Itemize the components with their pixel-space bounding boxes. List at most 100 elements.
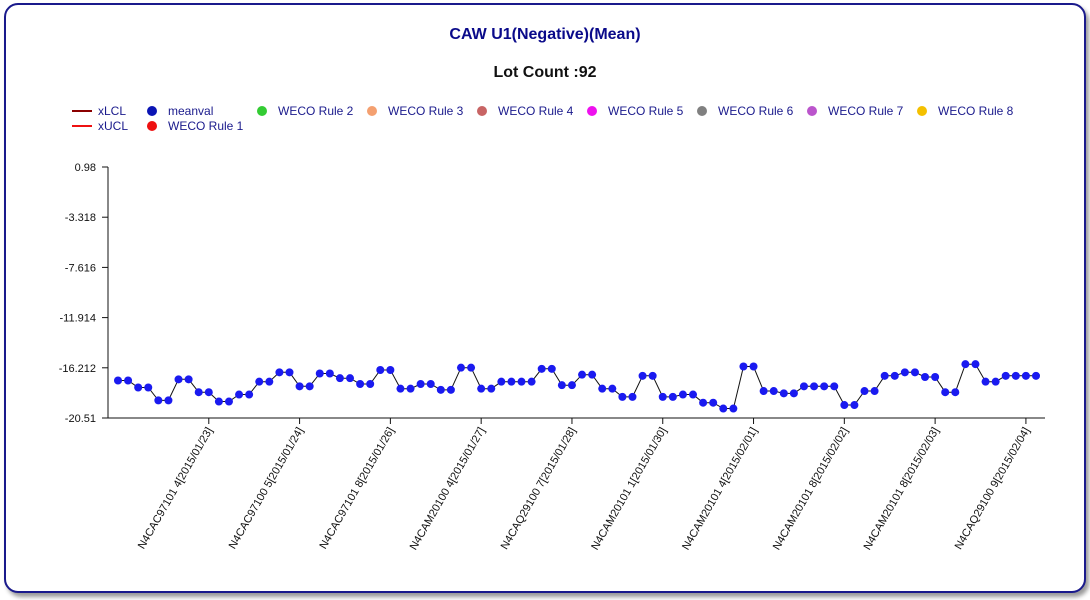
data-point[interactable] bbox=[467, 363, 476, 372]
data-point[interactable] bbox=[799, 382, 808, 391]
data-point[interactable] bbox=[245, 390, 254, 399]
data-point[interactable] bbox=[174, 375, 183, 384]
data-point[interactable] bbox=[356, 380, 365, 389]
data-point[interactable] bbox=[618, 392, 627, 401]
legend-item-weco-rule-1: WECO Rule 1 bbox=[147, 119, 244, 133]
data-point[interactable] bbox=[941, 388, 950, 397]
data-point[interactable] bbox=[668, 392, 677, 401]
data-point[interactable] bbox=[870, 387, 879, 396]
data-point[interactable] bbox=[295, 382, 304, 391]
y-tick-label: -7.616 bbox=[65, 262, 96, 274]
data-point[interactable] bbox=[517, 377, 526, 386]
data-point[interactable] bbox=[739, 362, 748, 371]
data-point[interactable] bbox=[235, 390, 244, 399]
legend-swatch bbox=[807, 106, 817, 116]
data-point[interactable] bbox=[769, 387, 778, 396]
data-point[interactable] bbox=[1001, 371, 1010, 380]
data-point[interactable] bbox=[346, 374, 355, 383]
data-point[interactable] bbox=[426, 380, 435, 389]
data-point[interactable] bbox=[224, 397, 233, 406]
data-point[interactable] bbox=[154, 396, 163, 405]
data-point[interactable] bbox=[789, 389, 798, 398]
legend-item-meanval: meanval bbox=[147, 104, 213, 118]
data-point[interactable] bbox=[900, 368, 909, 377]
data-point[interactable] bbox=[820, 382, 829, 391]
data-point[interactable] bbox=[386, 365, 395, 374]
data-point[interactable] bbox=[144, 383, 153, 392]
data-point[interactable] bbox=[850, 401, 859, 410]
data-point[interactable] bbox=[709, 398, 718, 407]
data-point[interactable] bbox=[325, 369, 334, 378]
data-point[interactable] bbox=[507, 377, 516, 386]
data-point[interactable] bbox=[830, 382, 839, 391]
data-point[interactable] bbox=[275, 368, 284, 377]
data-point[interactable] bbox=[497, 377, 506, 386]
data-point[interactable] bbox=[265, 377, 274, 386]
data-point[interactable] bbox=[961, 360, 970, 369]
data-point[interactable] bbox=[214, 397, 223, 406]
chart-subtitle: Lot Count :92 bbox=[493, 64, 597, 81]
data-point[interactable] bbox=[134, 383, 143, 392]
data-point[interactable] bbox=[638, 371, 647, 380]
legend-item-weco-rule-4: WECO Rule 4 bbox=[477, 104, 574, 118]
data-point[interactable] bbox=[779, 389, 788, 398]
data-point[interactable] bbox=[981, 377, 990, 386]
data-point[interactable] bbox=[305, 382, 314, 391]
data-point[interactable] bbox=[588, 370, 597, 379]
data-point[interactable] bbox=[547, 364, 556, 373]
data-point[interactable] bbox=[810, 382, 819, 391]
data-point[interactable] bbox=[446, 385, 455, 394]
data-point[interactable] bbox=[456, 363, 465, 372]
data-point[interactable] bbox=[598, 384, 607, 393]
data-point[interactable] bbox=[477, 384, 486, 393]
data-point[interactable] bbox=[749, 362, 758, 371]
data-point[interactable] bbox=[164, 396, 173, 405]
data-point[interactable] bbox=[658, 392, 667, 401]
data-point[interactable] bbox=[931, 373, 940, 382]
data-point[interactable] bbox=[628, 392, 637, 401]
data-point[interactable] bbox=[689, 390, 698, 399]
data-point[interactable] bbox=[537, 364, 546, 373]
data-point[interactable] bbox=[678, 390, 687, 399]
data-point[interactable] bbox=[910, 368, 919, 377]
data-point[interactable] bbox=[124, 376, 133, 385]
data-point[interactable] bbox=[406, 384, 415, 393]
data-point[interactable] bbox=[991, 377, 1000, 386]
data-point[interactable] bbox=[416, 380, 425, 389]
data-point[interactable] bbox=[759, 387, 768, 396]
data-point[interactable] bbox=[840, 401, 849, 410]
data-point[interactable] bbox=[699, 398, 708, 407]
data-point[interactable] bbox=[114, 376, 122, 385]
data-point[interactable] bbox=[285, 368, 294, 377]
data-point[interactable] bbox=[194, 388, 203, 397]
data-point[interactable] bbox=[527, 377, 536, 386]
data-point[interactable] bbox=[1021, 371, 1030, 380]
data-point[interactable] bbox=[719, 404, 728, 413]
data-point[interactable] bbox=[729, 404, 738, 413]
data-point[interactable] bbox=[315, 369, 324, 378]
data-point[interactable] bbox=[648, 371, 657, 380]
y-tick-label: 0.98 bbox=[75, 162, 96, 174]
data-point[interactable] bbox=[1032, 371, 1040, 380]
data-point[interactable] bbox=[376, 365, 385, 374]
data-point[interactable] bbox=[557, 381, 566, 390]
data-point[interactable] bbox=[608, 384, 617, 393]
data-point[interactable] bbox=[255, 377, 264, 386]
data-point[interactable] bbox=[396, 384, 405, 393]
data-point[interactable] bbox=[567, 381, 576, 390]
data-point[interactable] bbox=[1011, 371, 1020, 380]
data-point[interactable] bbox=[487, 384, 496, 393]
data-point[interactable] bbox=[204, 388, 213, 397]
data-point[interactable] bbox=[578, 370, 587, 379]
data-point[interactable] bbox=[971, 360, 980, 369]
data-point[interactable] bbox=[880, 371, 889, 380]
data-point[interactable] bbox=[335, 374, 344, 383]
data-point[interactable] bbox=[890, 371, 899, 380]
series-line-meanval bbox=[118, 363, 1036, 409]
data-point[interactable] bbox=[860, 387, 869, 396]
data-point[interactable] bbox=[366, 380, 375, 389]
data-point[interactable] bbox=[951, 388, 960, 397]
data-point[interactable] bbox=[436, 385, 445, 394]
data-point[interactable] bbox=[921, 373, 930, 382]
data-point[interactable] bbox=[184, 375, 193, 384]
